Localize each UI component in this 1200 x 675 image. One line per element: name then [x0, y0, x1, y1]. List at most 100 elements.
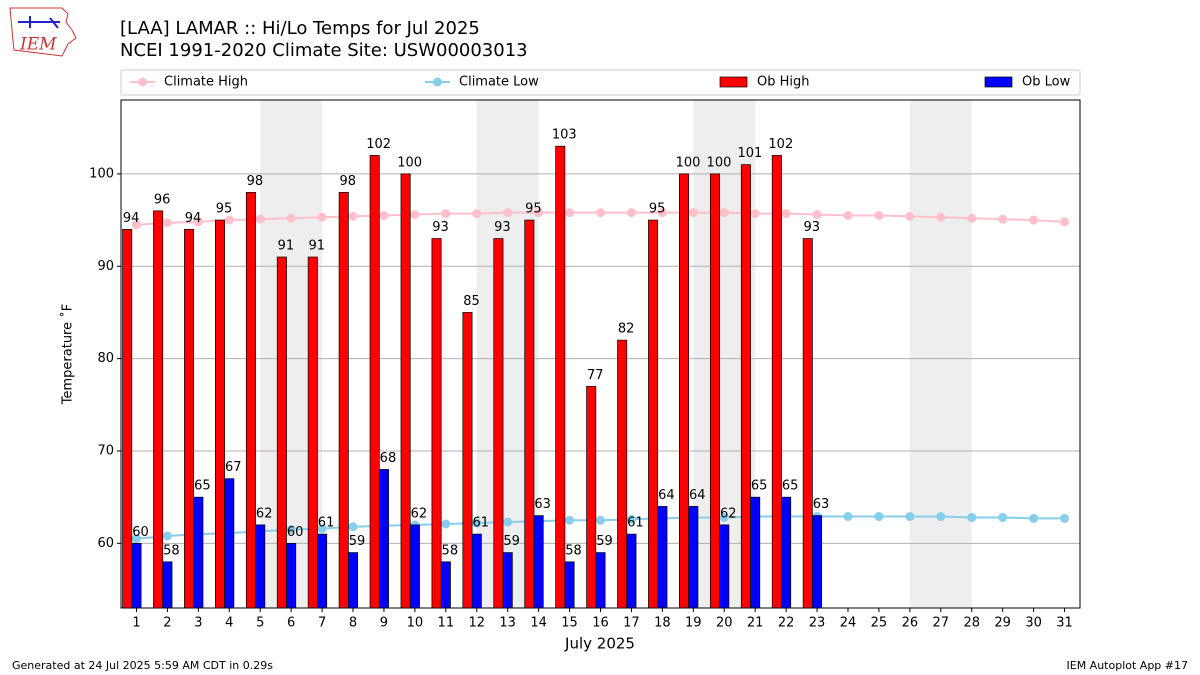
data-label: 68 [380, 451, 397, 466]
data-label: 77 [587, 368, 604, 383]
line-marker [1029, 215, 1039, 225]
data-label: 100 [676, 155, 701, 170]
bar [338, 192, 349, 609]
x-tick-label: 11 [438, 616, 455, 631]
bar [431, 238, 442, 609]
bar [781, 496, 792, 609]
line-marker [936, 212, 946, 222]
data-label: 58 [163, 543, 180, 558]
x-tick-label: 12 [468, 616, 485, 631]
line-marker [998, 512, 1008, 522]
data-label: 93 [803, 220, 820, 235]
bar [493, 238, 504, 609]
x-tick-label: 20 [716, 616, 733, 631]
line-marker [131, 534, 141, 544]
bar [317, 533, 328, 609]
line-marker [317, 524, 327, 534]
x-tick-label: 10 [407, 616, 424, 631]
chart-subtitle: NCEI 1991-2020 Climate Site: USW00003013 [120, 40, 528, 61]
data-label: 61 [472, 516, 489, 531]
x-tick-label: 4 [225, 616, 233, 631]
x-tick-label: 17 [623, 616, 640, 631]
line-marker [255, 214, 265, 224]
bar [400, 173, 411, 609]
line-marker [472, 209, 482, 219]
bar [215, 219, 225, 609]
line-marker [472, 518, 482, 528]
x-tick-label: 16 [592, 616, 609, 631]
data-label: 63 [813, 497, 830, 512]
x-tick-label: 22 [778, 616, 795, 631]
bar [245, 192, 256, 609]
line-marker [224, 215, 234, 225]
x-tick-label: 18 [654, 616, 671, 631]
bar [255, 524, 266, 609]
legend-swatch [984, 76, 1013, 88]
y-tick-label: 80 [97, 351, 114, 366]
bar [719, 524, 730, 609]
data-label: 61 [318, 516, 335, 531]
x-tick-label: 28 [963, 616, 980, 631]
line-marker [874, 210, 884, 220]
bar [555, 145, 566, 609]
footer-left: Generated at 24 Jul 2025 5:59 AM CDT in … [12, 659, 273, 672]
line-marker [626, 208, 636, 218]
weekend-band [909, 100, 972, 608]
data-label: 65 [751, 479, 768, 494]
bar [307, 256, 318, 609]
line-marker [688, 208, 698, 218]
line-marker [162, 531, 172, 541]
bar [153, 210, 164, 609]
line-marker [750, 209, 760, 219]
line-marker [843, 512, 853, 522]
bar [122, 228, 133, 609]
bar [750, 496, 761, 609]
bar [586, 385, 597, 609]
data-label: 95 [216, 202, 233, 217]
bar [502, 552, 513, 609]
line-marker [131, 220, 141, 230]
x-tick-label: 29 [994, 616, 1011, 631]
data-label: 98 [339, 174, 356, 189]
line-marker [1060, 217, 1070, 227]
legend-label: Ob High [757, 75, 810, 90]
data-label: 93 [494, 220, 511, 235]
bar [184, 228, 195, 609]
line-marker [1029, 513, 1039, 523]
line-marker [967, 512, 977, 522]
line-marker [874, 512, 884, 522]
line-marker [162, 218, 172, 228]
y-axis-label: Temperature ˚F [60, 304, 76, 405]
legend-label: Climate Low [459, 75, 539, 90]
data-label: 63 [534, 497, 551, 512]
data-label: 61 [627, 516, 644, 531]
x-tick-label: 2 [163, 616, 171, 631]
x-tick-label: 26 [902, 616, 919, 631]
bar [812, 515, 823, 609]
y-tick-label: 70 [97, 443, 114, 458]
x-tick-label: 1 [132, 616, 140, 631]
data-label: 62 [256, 506, 273, 521]
bar [688, 506, 699, 609]
bar [369, 155, 380, 609]
logo: IEM [9, 7, 77, 57]
data-label: 64 [689, 488, 706, 503]
x-tick-label: 6 [287, 616, 295, 631]
bar [162, 561, 173, 609]
bar [286, 542, 297, 609]
line-marker [534, 208, 544, 218]
bar [564, 561, 575, 609]
bar [409, 524, 420, 609]
bar [679, 173, 690, 609]
legend-label: Climate High [164, 75, 248, 90]
line-marker [657, 208, 667, 218]
x-tick-label: 24 [840, 616, 857, 631]
bar [462, 312, 473, 609]
line-marker [596, 515, 605, 525]
x-tick-label: 25 [871, 616, 888, 631]
data-label: 60 [132, 525, 149, 540]
line-marker [348, 522, 358, 532]
line-marker [719, 208, 729, 218]
data-label: 64 [658, 488, 675, 503]
